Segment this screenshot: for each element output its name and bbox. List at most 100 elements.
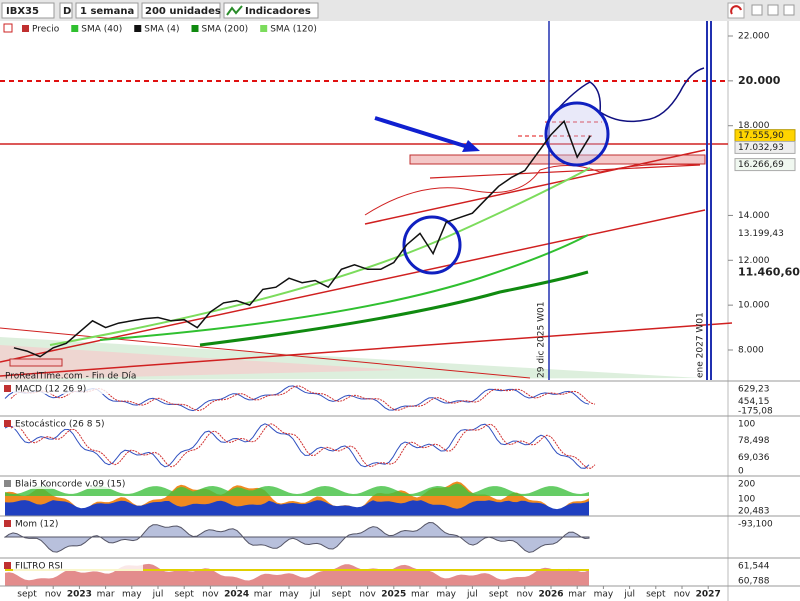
price-value-label: 11.460,60 bbox=[738, 265, 800, 278]
trend-line bbox=[429, 164, 701, 179]
panel-value-label: 20,483 bbox=[738, 507, 770, 517]
envelope-line bbox=[364, 163, 701, 216]
panel-title: Mom (12) bbox=[15, 520, 58, 530]
price-tick-label: 20.000 bbox=[738, 74, 781, 87]
panel-value-label: 100 bbox=[738, 495, 755, 505]
time-tick-label: may bbox=[279, 590, 299, 600]
units[interactable]: 200 unidades bbox=[145, 6, 221, 17]
indicators[interactable]: Indicadores bbox=[245, 6, 311, 17]
source: ProRealTime.com - Fin de Día bbox=[5, 372, 136, 382]
price-tick-label: 18.000 bbox=[738, 121, 770, 131]
panel-title-bg bbox=[13, 478, 143, 489]
time-tick-label: jul bbox=[152, 590, 164, 600]
time-tick-label: sept bbox=[646, 590, 666, 600]
time-tick-label: nov bbox=[517, 590, 534, 600]
zone bbox=[9, 358, 63, 367]
trend-line bbox=[0, 327, 531, 379]
panel-value-label: -175,08 bbox=[738, 407, 773, 417]
panel-value-label: 0 bbox=[738, 467, 744, 477]
date-marker-label: ene 2027 W01 bbox=[696, 312, 706, 378]
time-tick-label: sept bbox=[332, 590, 352, 600]
legend-swatch bbox=[71, 25, 79, 32]
indicator-line bbox=[10, 423, 596, 469]
koncorde-area bbox=[5, 483, 589, 496]
panel-icon bbox=[4, 520, 11, 527]
legend-swatch bbox=[134, 25, 142, 32]
time-tick-label: 2024 bbox=[224, 590, 249, 600]
price-line bbox=[13, 119, 591, 358]
price-value-label: 17.032,93 bbox=[738, 143, 784, 153]
panel-value-label: 454,15 bbox=[738, 397, 770, 407]
indicators-box[interactable] bbox=[223, 2, 319, 19]
period[interactable]: 1 semana bbox=[80, 6, 134, 17]
legend-entry: SMA (200) bbox=[202, 25, 249, 35]
symbol-box[interactable] bbox=[1, 2, 55, 19]
indicators-icon bbox=[226, 5, 243, 16]
panel-value-label: 100 bbox=[738, 420, 755, 430]
time-tick-label: sept bbox=[17, 590, 37, 600]
period-box[interactable] bbox=[75, 2, 139, 19]
panel-value-label: 629,23 bbox=[738, 385, 770, 395]
panel-value-label: 200 bbox=[738, 480, 755, 490]
units-box[interactable] bbox=[141, 2, 221, 19]
panel-title: FILTRO RSI bbox=[15, 562, 63, 572]
price-tick-label: 8.000 bbox=[738, 346, 764, 356]
price-tick-label: 14.000 bbox=[738, 211, 770, 221]
time-tick-label: nov bbox=[202, 590, 219, 600]
window-button[interactable] bbox=[783, 4, 795, 16]
panel-title: Blai5 Koncorde v.09 (15) bbox=[15, 480, 125, 490]
panel-title: Estocástico (26 8 5) bbox=[15, 420, 105, 430]
panel-value-label: 60,788 bbox=[738, 577, 770, 587]
price-value-label: 17.555,90 bbox=[738, 131, 784, 141]
sma-line bbox=[49, 167, 591, 346]
panel-icon bbox=[4, 480, 11, 487]
time-tick-label: sept bbox=[174, 590, 194, 600]
panel-title-bg bbox=[13, 518, 143, 529]
time-tick-label: may bbox=[122, 590, 142, 600]
indicator-line bbox=[4, 423, 590, 469]
window-button[interactable] bbox=[751, 4, 763, 16]
time-tick-label: mar bbox=[411, 590, 429, 600]
legend-entry: Precio bbox=[32, 25, 60, 35]
time-tick-label: 2025 bbox=[381, 590, 406, 600]
legend-swatch bbox=[191, 25, 199, 32]
panel-value-label: 69,036 bbox=[738, 453, 770, 463]
mom-area bbox=[4, 521, 590, 553]
trend-line bbox=[0, 322, 733, 377]
time-tick-label: 2026 bbox=[538, 590, 563, 600]
time-tick-label: mar bbox=[254, 590, 272, 600]
time-tick-label: may bbox=[594, 590, 614, 600]
price-tick-label: 12.000 bbox=[738, 256, 770, 266]
mode[interactable]: D bbox=[63, 6, 71, 17]
time-tick-label: 2027 bbox=[696, 590, 721, 600]
panel-value-label: 78,498 bbox=[738, 436, 770, 446]
panel-value-label: -93,100 bbox=[738, 520, 773, 530]
panel-title: MACD (12 26 9) bbox=[15, 385, 86, 395]
koncorde-area bbox=[5, 500, 589, 516]
legend-swatch bbox=[260, 25, 268, 32]
legend: Precio SMA (40) SMA (4) SMA (200) SMA (120) bbox=[3, 23, 317, 35]
time-tick-label: 2023 bbox=[67, 590, 92, 600]
time-tick-label: nov bbox=[45, 590, 62, 600]
time-tick-label: nov bbox=[674, 590, 691, 600]
time-tick-label: mar bbox=[568, 590, 586, 600]
legend-button bbox=[3, 23, 13, 33]
price-tick-label: 10.000 bbox=[738, 301, 770, 311]
refresh-icon bbox=[730, 5, 742, 15]
price-value-label: 16.266,69 bbox=[738, 160, 784, 170]
time-tick-label: jul bbox=[623, 590, 635, 600]
trend-line bbox=[364, 149, 706, 225]
panel-icon bbox=[4, 420, 11, 427]
legend-entry: SMA (120) bbox=[270, 25, 317, 35]
price-value-box bbox=[734, 140, 796, 154]
panel-icon bbox=[4, 562, 11, 569]
drawings bbox=[0, 21, 733, 380]
symbol[interactable]: IBX35 bbox=[6, 6, 39, 17]
panel-title-bg bbox=[13, 383, 143, 394]
time-tick-label: jul bbox=[309, 590, 321, 600]
window-button[interactable] bbox=[767, 4, 779, 16]
mode-box[interactable] bbox=[59, 2, 73, 19]
price-value-label: 13.199,43 bbox=[738, 229, 784, 239]
projection-line bbox=[554, 67, 705, 123]
